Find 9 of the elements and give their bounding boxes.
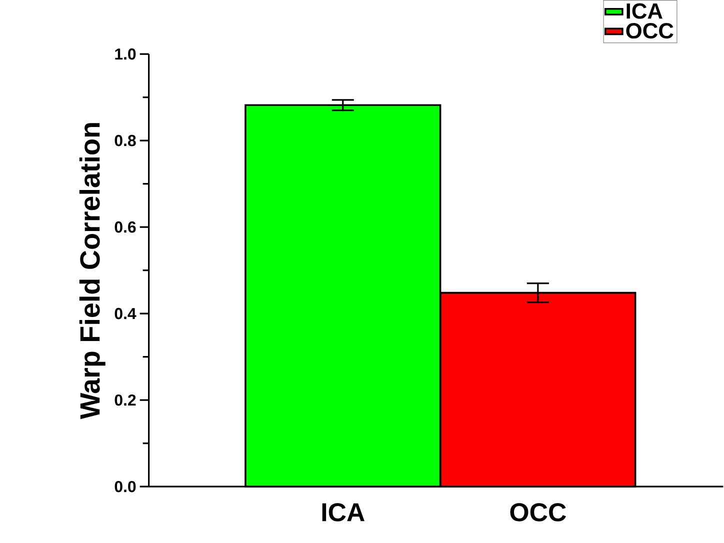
y-tick-label: 0.0	[114, 481, 136, 492]
legend-label: OCC	[626, 23, 674, 39]
y-tick-label: 0.4	[114, 308, 136, 320]
y-tick-label: 1.0	[115, 48, 136, 60]
y-axis-title: Warp Field Correlation	[79, 123, 106, 420]
legend-label: ICA	[626, 4, 662, 20]
y-tick-label: 0.6	[114, 222, 136, 233]
y-tick-label: 0.8	[114, 135, 136, 146]
y-tick-label: 0.2	[114, 394, 136, 406]
